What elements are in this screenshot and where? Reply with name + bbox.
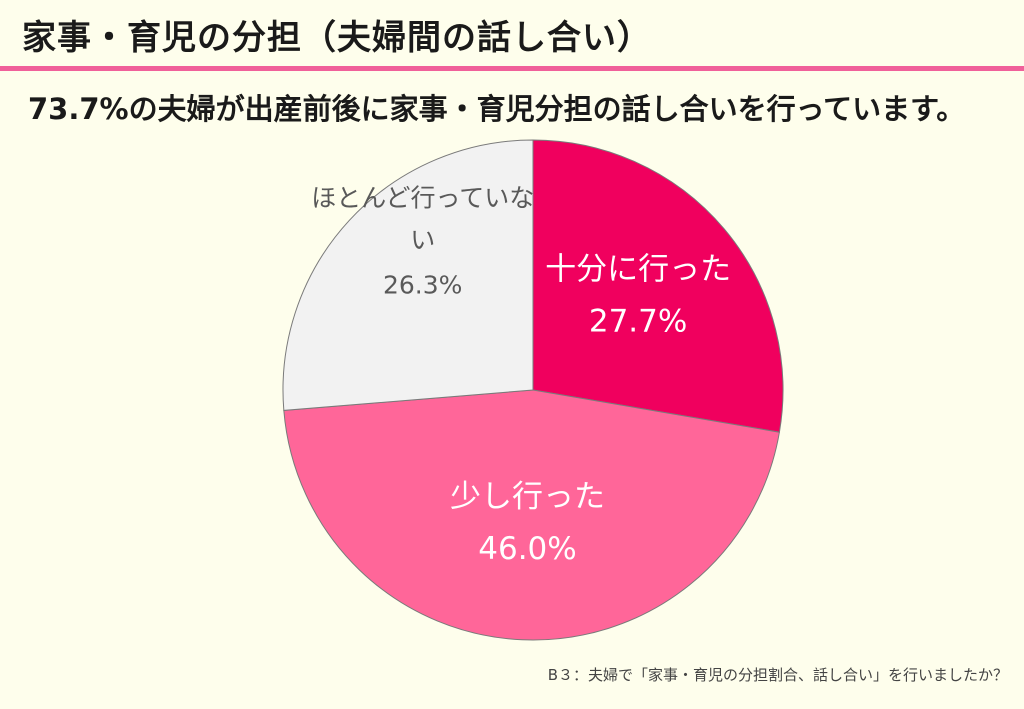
header: 家事・育児の分担（夫婦間の話し合い） xyxy=(0,0,1024,71)
pie-slice-2 xyxy=(283,389,780,641)
title-divider xyxy=(0,66,1024,71)
pie-slice-1 xyxy=(532,139,784,433)
pie-slice-3 xyxy=(282,139,534,411)
slice-label-3-line-2: い xyxy=(410,225,435,254)
survey-question-footnote: B３：夫婦で「家事・育児の分担割合、話し合い」を行いましたか？ xyxy=(547,666,1008,684)
slice-label-3-line-1: ほとんど行っていな xyxy=(311,183,534,212)
slice-label-2: 少し行った xyxy=(450,479,605,515)
chart-subtitle: 73.7%の夫婦が出産前後に家事・育児分担の話し合いを行っています。 xyxy=(28,92,966,126)
page-title: 家事・育児の分担（夫婦間の話し合い） xyxy=(22,18,652,58)
slice-value-label-1: 27.7% xyxy=(589,303,687,339)
slice-value-label-2: 46.0% xyxy=(478,531,576,567)
slice-value-label-3: 26.3% xyxy=(383,270,462,299)
slice-label-1: 十分に行った xyxy=(545,251,731,287)
